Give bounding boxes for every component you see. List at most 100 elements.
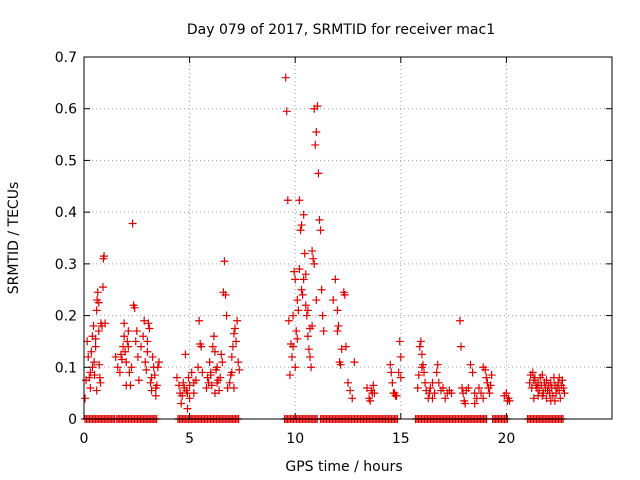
data-point [487,371,496,380]
y-tick-label: 0.2 [55,309,77,325]
data-point [92,306,101,315]
data-point [481,365,490,374]
data-point [115,368,124,377]
data-point [363,383,372,392]
data-point [294,306,303,315]
data-point [415,342,424,351]
data-point [227,368,236,377]
data-point [281,73,290,82]
data-point [141,358,150,367]
data-point [124,342,133,351]
data-point [91,342,100,351]
data-point [288,352,297,361]
data-point [90,358,99,367]
data-point [216,373,225,382]
data-point [296,226,305,235]
data-point [299,210,308,219]
data-point [316,226,325,235]
data-point [191,376,200,385]
data-point [210,347,219,356]
data-point [303,332,312,341]
data-point [413,383,422,392]
data-point [282,107,291,116]
data-point [95,373,104,382]
data-point [151,383,160,392]
data-point [143,337,152,346]
x-tick-label: 20 [497,431,515,447]
data-point [118,355,127,364]
data-point [285,371,294,380]
data-point [86,368,95,377]
data-point [233,316,242,325]
data-point [295,196,304,205]
data-point [334,321,343,330]
data-point [185,381,194,390]
grid [84,57,612,419]
data-point [555,386,564,395]
data-point [528,368,537,377]
x-tick-label: 0 [80,431,89,447]
data-point [145,324,154,333]
data-point [311,140,320,149]
data-point [301,270,310,279]
data-point [208,342,217,351]
data-point [426,383,435,392]
data-point [289,311,298,320]
data-point [542,394,551,403]
data-point [181,350,190,359]
data-point [194,363,203,372]
data-point [207,381,216,390]
data-point [456,342,465,351]
data-point [94,298,103,307]
data-point [336,360,345,369]
data-point [346,386,355,395]
data-point [299,275,308,284]
data-point [559,383,568,392]
data-point [220,257,229,266]
data-point [229,383,238,392]
data-point [310,259,319,268]
data-point [122,381,131,390]
data-point [348,394,357,403]
data-point [505,396,514,405]
y-tick-label: 0.6 [55,102,77,118]
y-tick-label: 0.4 [55,205,77,221]
data-point [546,378,555,387]
data-point [556,394,565,403]
data-point [147,386,156,395]
data-point [151,391,160,400]
data-point [433,360,442,369]
data-point [187,368,196,377]
data-point [560,389,569,398]
data-point [195,316,204,325]
data-point [466,360,475,369]
data-point [307,363,316,372]
data-point [229,329,238,338]
y-tick-label: 0.1 [55,360,77,376]
data-point [482,373,491,382]
data-point [221,290,230,299]
data-point [225,378,234,387]
data-point [417,350,426,359]
data-point [121,347,130,356]
data-point [387,368,396,377]
data-point [289,342,298,351]
data-point [147,373,156,382]
data-point [120,332,129,341]
data-point [305,352,314,361]
data-point [137,342,146,351]
data-point [154,358,163,367]
data-point [132,327,141,336]
data-point [432,368,441,377]
data-point [101,319,110,328]
data-point [189,389,198,398]
data-point [291,363,300,372]
data-point [284,316,293,325]
data-point [183,404,192,413]
data-point [297,285,306,294]
data-point [396,373,405,382]
x-axis-label: GPS time / hours [285,459,402,475]
data-point [111,352,120,361]
data-point [319,327,328,336]
